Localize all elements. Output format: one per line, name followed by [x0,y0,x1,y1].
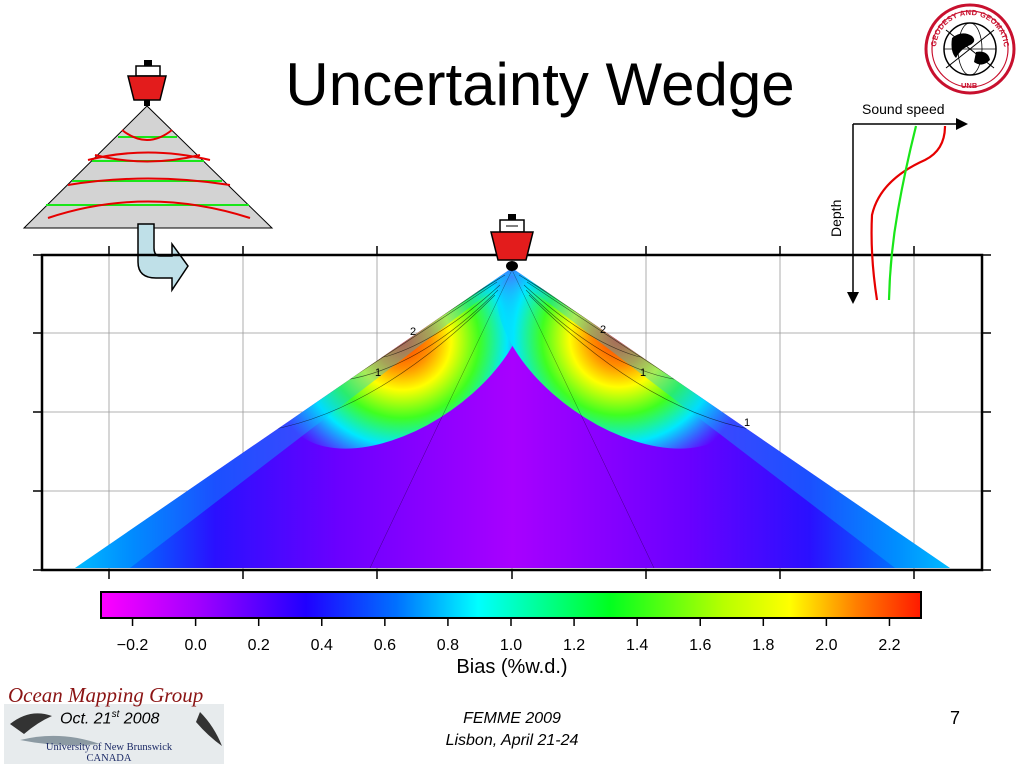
curved-arrow-icon [137,223,189,293]
slide-title: Uncertainty Wedge [285,51,795,118]
footer-date: Oct. 21st 2008 [60,709,159,728]
colorbar-tick-label: 1.8 [752,637,774,654]
contour-label: 1 [744,417,750,429]
schematic-wedge [22,105,274,229]
colorbar-tick-label: 2.2 [878,637,900,654]
logo-text: GEODESY AND GEOMATICS ENGINEERING [0,0,1011,48]
survey-ship-icon [490,214,534,271]
bias-wedge [75,268,950,568]
colorbar-tick-label: 1.6 [689,637,711,654]
logo-bottom-text: UNB [961,81,978,90]
ocean-mapping-logo [4,704,224,764]
colorbar-tick-label: 0.8 [437,637,459,654]
contour-label: 1 [640,367,646,379]
colorbar-tick-label: 0.6 [374,637,396,654]
conference-location: Lisbon, April 21-24 [445,732,579,749]
university-name: University of New Brunswick CANADA [24,742,194,764]
sound-speed-axis-label: Sound speed [862,101,945,117]
university-line1: University of New Brunswick [45,742,173,753]
colorbar-tick-label: −0.2 [117,637,149,654]
university-line2: CANADA [86,753,132,764]
colorbar-tick-label: 1.2 [563,637,585,654]
depth-axis-label: Depth [828,200,844,237]
contour-label: 2 [410,326,416,338]
colorbar-tick-label: 0.0 [184,637,206,654]
date-year: 2008 [119,710,160,728]
sound-speed-red-profile [870,125,947,301]
colorbar-ticks: −0.2 0.0 0.2 0.4 0.6 0.8 1.0 1.2 1.4 1.6 1.8 2.0 2.2 [117,618,901,654]
date-suffix: st [111,709,120,720]
schematic-ship-icon [127,60,167,106]
colorbar-tick-label: 1.4 [626,637,648,654]
sound-speed-inset: Sound speed Depth [828,101,968,304]
conference-name: FEMME 2009 [463,710,561,727]
colorbar-tick-label: 0.2 [248,637,270,654]
colorbar-tick-label: 1.0 [500,637,522,654]
colorbar-tick-label: 2.0 [815,637,837,654]
date-main: Oct. 21 [60,710,112,728]
colorbar-tick-label: 0.4 [311,637,333,654]
colorbar-label: Bias (%w.d.) [456,656,568,678]
contour-label: 2 [600,324,606,336]
svg-text:GEODESY AND GEOMATICS ENGINEER: GEODESY AND GEOMATICS ENGINEERING [0,0,1011,48]
sound-speed-green-profile [887,125,918,301]
org-name: Ocean Mapping Group [8,683,204,707]
colorbar: −0.2 0.0 0.2 0.4 0.6 0.8 1.0 1.2 1.4 1.6 1.8 2.0 2.2 [100,591,922,654]
footer-conference: FEMME 2009 Lisbon, April 21-24 [412,708,612,752]
slide-number: 7 [950,708,961,728]
contour-label: 1 [375,367,381,379]
